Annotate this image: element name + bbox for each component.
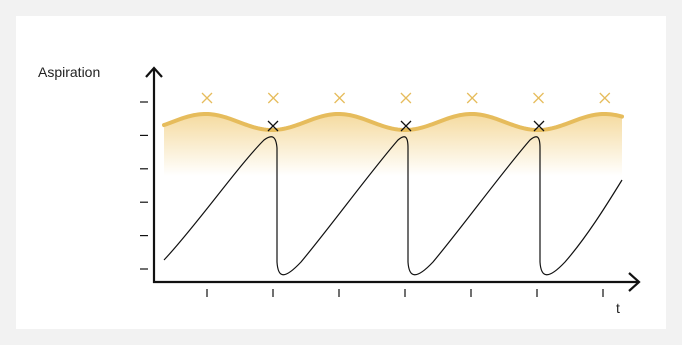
top-x-marker [599, 92, 611, 104]
diagram-panel: Aspiration t [16, 16, 666, 329]
y-axis-ticks [140, 101, 148, 270]
top-x-marker [533, 92, 544, 104]
top-x-marker [201, 92, 213, 104]
top-x-marker [400, 92, 412, 104]
top-markers [201, 92, 611, 104]
x-axis-ticks [206, 289, 604, 297]
aspiration-diagram: Aspiration t [38, 64, 641, 316]
peak-markers [267, 120, 545, 132]
y-axis-label: Aspiration [38, 64, 100, 80]
achievement-curve [163, 136, 623, 276]
aspiration-level-wave [162, 111, 624, 133]
x-axis-arrowhead [628, 272, 641, 292]
peak-x-marker [533, 120, 545, 132]
top-x-marker [466, 92, 478, 104]
peak-x-marker [267, 120, 279, 132]
y-axis-arrowhead [145, 66, 163, 78]
top-x-marker [267, 92, 279, 104]
top-x-marker [334, 92, 346, 104]
peak-x-marker [400, 120, 412, 132]
x-axis-label: t [616, 300, 620, 316]
